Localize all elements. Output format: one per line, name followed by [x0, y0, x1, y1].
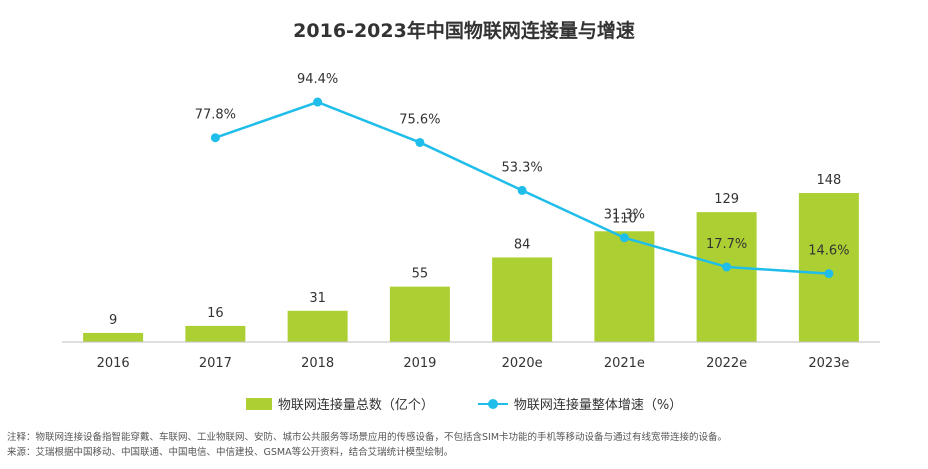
bar-2017 — [185, 325, 246, 342]
growth-point-2022e — [722, 262, 732, 272]
bar-2016 — [83, 332, 144, 342]
bar-2019 — [389, 286, 450, 342]
x-tick-label: 2019 — [403, 356, 436, 371]
growth-point-2019 — [415, 137, 425, 147]
bar-2018 — [287, 310, 348, 342]
bar-value-label: 9 — [109, 313, 117, 328]
chart-notes: 注释：物联网连接设备指智能穿戴、车联网、工业物联网、安防、城市公共服务等场景应用… — [7, 430, 922, 460]
source-text: 来源：艾瑞根据中国移动、中国联通、中国电信、中信建投、GSMA等公开资料，结合艾… — [7, 447, 454, 458]
growth-point-2018 — [313, 97, 323, 107]
bar-value-label: 84 — [514, 237, 531, 252]
legend-line-label: 物联网连接量整体增速（%） — [513, 398, 683, 413]
growth-value-label: 77.8% — [195, 108, 236, 123]
growth-value-label: 53.3% — [501, 160, 542, 175]
x-tick-label: 2016 — [97, 356, 130, 371]
x-tick-label: 2020e — [502, 356, 543, 371]
legend-item-bar: 物联网连接量总数（亿个） — [245, 394, 434, 413]
legend-bar-swatch — [245, 397, 272, 410]
bar-2020e — [492, 257, 553, 342]
growth-value-label: 31.3% — [604, 208, 645, 223]
growth-point-2021e — [619, 233, 629, 243]
bar-value-label: 148 — [816, 173, 841, 188]
growth-value-label: 94.4% — [297, 72, 338, 87]
bar-value-label: 16 — [207, 306, 224, 321]
bar-2023e — [798, 193, 859, 342]
chart-title: 2016-2023年中国物联网连接量与增速 — [293, 20, 635, 42]
bar-2022e — [696, 212, 757, 342]
x-tick-label: 2022e — [706, 356, 747, 371]
legend-bar-label: 物联网连接量总数（亿个） — [277, 398, 434, 413]
bar-value-label: 129 — [714, 192, 739, 207]
growth-value-label: 14.6% — [808, 244, 849, 259]
legend-item-line: 物联网连接量整体增速（%） — [477, 394, 683, 413]
growth-value-label: 75.6% — [399, 112, 440, 127]
bar-value-label: 31 — [309, 291, 326, 306]
x-tick-label: 2021e — [604, 356, 645, 371]
x-tick-label: 2018 — [301, 356, 334, 371]
bar-2021e — [594, 231, 655, 342]
note-text: 注释：物联网连接设备指智能穿戴、车联网、工业物联网、安防、城市公共服务等场景应用… — [7, 432, 728, 443]
iot-connections-chart: 9 16 31 55 84 110 129 148 2016 2017 2018 2019 2020e… — [62, 72, 880, 371]
x-tick-label: 2023e — [808, 356, 849, 371]
growth-point-2017 — [210, 133, 220, 143]
growth-value-label: 17.7% — [706, 237, 747, 252]
growth-point-2020e — [517, 185, 527, 195]
growth-point-2023e — [824, 269, 834, 279]
legend-line-swatch — [477, 397, 508, 411]
chart-legend: 物联网连接量总数（亿个） 物联网连接量整体增速（%） — [0, 394, 928, 413]
bar-value-label: 110 — [612, 211, 637, 226]
bar-value-label: 55 — [412, 267, 429, 282]
x-tick-label: 2017 — [199, 356, 232, 371]
